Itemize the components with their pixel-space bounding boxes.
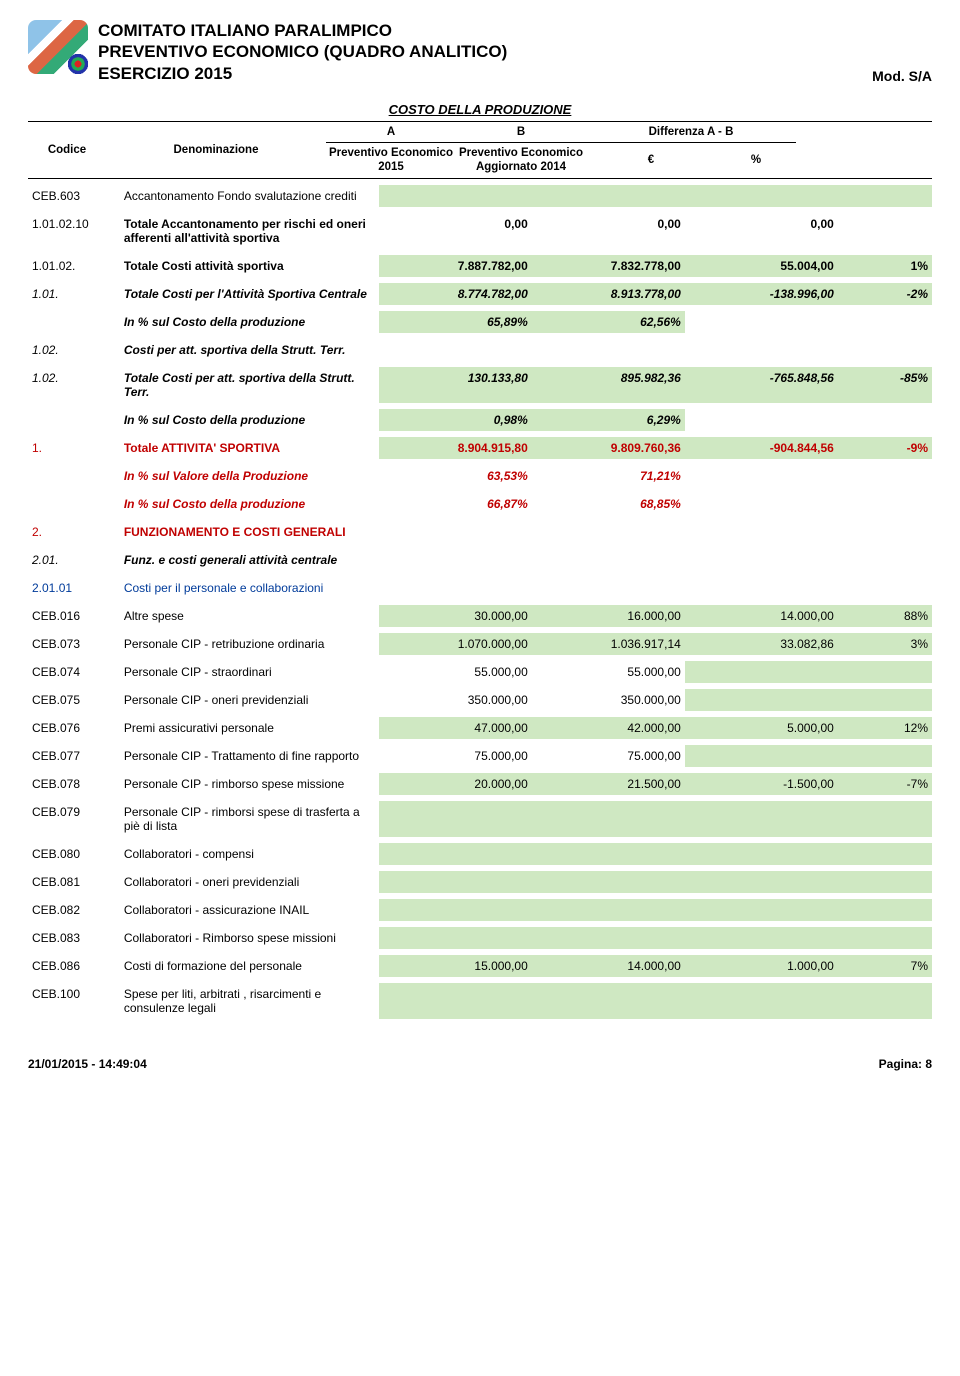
table-row: 1.02.Costi per att. sportiva della Strut… bbox=[28, 339, 932, 361]
col-a-sub: Preventivo Economico 2015 bbox=[326, 143, 456, 179]
table-row: CEB.603Accantonamento Fondo svalutazione… bbox=[28, 185, 932, 207]
table-row: In % sul Valore della Produzione63,53%71… bbox=[28, 465, 932, 487]
table-row: CEB.080Collaboratori - compensi bbox=[28, 843, 932, 865]
col-a: A bbox=[326, 122, 456, 143]
table-row: In % sul Costo della produzione0,98%6,29… bbox=[28, 409, 932, 431]
table-row: CEB.086Costi di formazione del personale… bbox=[28, 955, 932, 977]
page-header: COMITATO ITALIANO PARALIMPICO PREVENTIVO… bbox=[28, 20, 932, 84]
table-row: CEB.073Personale CIP - retribuzione ordi… bbox=[28, 633, 932, 655]
table-row: 1.01.02.10Totale Accantonamento per risc… bbox=[28, 213, 932, 249]
table-row: CEB.081Collaboratori - oneri previdenzia… bbox=[28, 871, 932, 893]
table-row: CEB.100Spese per liti, arbitrati , risar… bbox=[28, 983, 932, 1019]
footer-timestamp: 21/01/2015 - 14:49:04 bbox=[28, 1057, 147, 1071]
table-row: CEB.078Personale CIP - rimborso spese mi… bbox=[28, 773, 932, 795]
col-b: B bbox=[456, 122, 586, 143]
table-row: CEB.016Altre spese30.000,0016.000,0014.0… bbox=[28, 605, 932, 627]
table-row: CEB.082Collaboratori - assicurazione INA… bbox=[28, 899, 932, 921]
title-line-3: ESERCIZIO 2015 bbox=[98, 63, 872, 84]
footer-page: Pagina: 8 bbox=[879, 1057, 932, 1071]
col-b-sub: Preventivo Economico Aggiornato 2014 bbox=[456, 143, 586, 179]
table-row: 1.01.Totale Costi per l'Attività Sportiv… bbox=[28, 283, 932, 305]
col-diff: Differenza A - B bbox=[586, 122, 796, 143]
table-row: In % sul Costo della produzione66,87%68,… bbox=[28, 493, 932, 515]
logo bbox=[28, 20, 88, 74]
table-row: 1.02.Totale Costi per att. sportiva dell… bbox=[28, 367, 932, 403]
table-header: Codice Denominazione A B Differenza A - … bbox=[28, 121, 932, 180]
table-row: CEB.077Personale CIP - Trattamento di fi… bbox=[28, 745, 932, 767]
table-row: 1.01.02.Totale Costi attività sportiva7.… bbox=[28, 255, 932, 277]
col-eur: € bbox=[586, 150, 716, 172]
data-table: CEB.603Accantonamento Fondo svalutazione… bbox=[28, 185, 932, 1025]
table-row: 2.01.01Costi per il personale e collabor… bbox=[28, 577, 932, 599]
table-row: CEB.083Collaboratori - Rimborso spese mi… bbox=[28, 927, 932, 949]
table-row: In % sul Costo della produzione65,89%62,… bbox=[28, 311, 932, 333]
table-row: CEB.076Premi assicurativi personale47.00… bbox=[28, 717, 932, 739]
page-footer: 21/01/2015 - 14:49:04 Pagina: 8 bbox=[28, 1057, 932, 1071]
col-codice: Codice bbox=[28, 140, 106, 160]
table-row: 2.01.Funz. e costi generali attività cen… bbox=[28, 549, 932, 571]
mod-label: Mod. S/A bbox=[872, 68, 932, 84]
table-row: CEB.075Personale CIP - oneri previdenzia… bbox=[28, 689, 932, 711]
title-line-2: PREVENTIVO ECONOMICO (QUADRO ANALITICO) bbox=[98, 41, 872, 62]
title-line-1: COMITATO ITALIANO PARALIMPICO bbox=[98, 20, 872, 41]
table-row: CEB.074Personale CIP - straordinari55.00… bbox=[28, 661, 932, 683]
table-row: 2.FUNZIONAMENTO E COSTI GENERALI bbox=[28, 521, 932, 543]
title-block: COMITATO ITALIANO PARALIMPICO PREVENTIVO… bbox=[98, 20, 872, 84]
section-title: COSTO DELLA PRODUZIONE bbox=[28, 102, 932, 117]
col-pct: % bbox=[716, 150, 796, 172]
table-row: CEB.079Personale CIP - rimborsi spese di… bbox=[28, 801, 932, 837]
table-row: 1.Totale ATTIVITA' SPORTIVA8.904.915,809… bbox=[28, 437, 932, 459]
col-denom: Denominazione bbox=[106, 140, 326, 160]
